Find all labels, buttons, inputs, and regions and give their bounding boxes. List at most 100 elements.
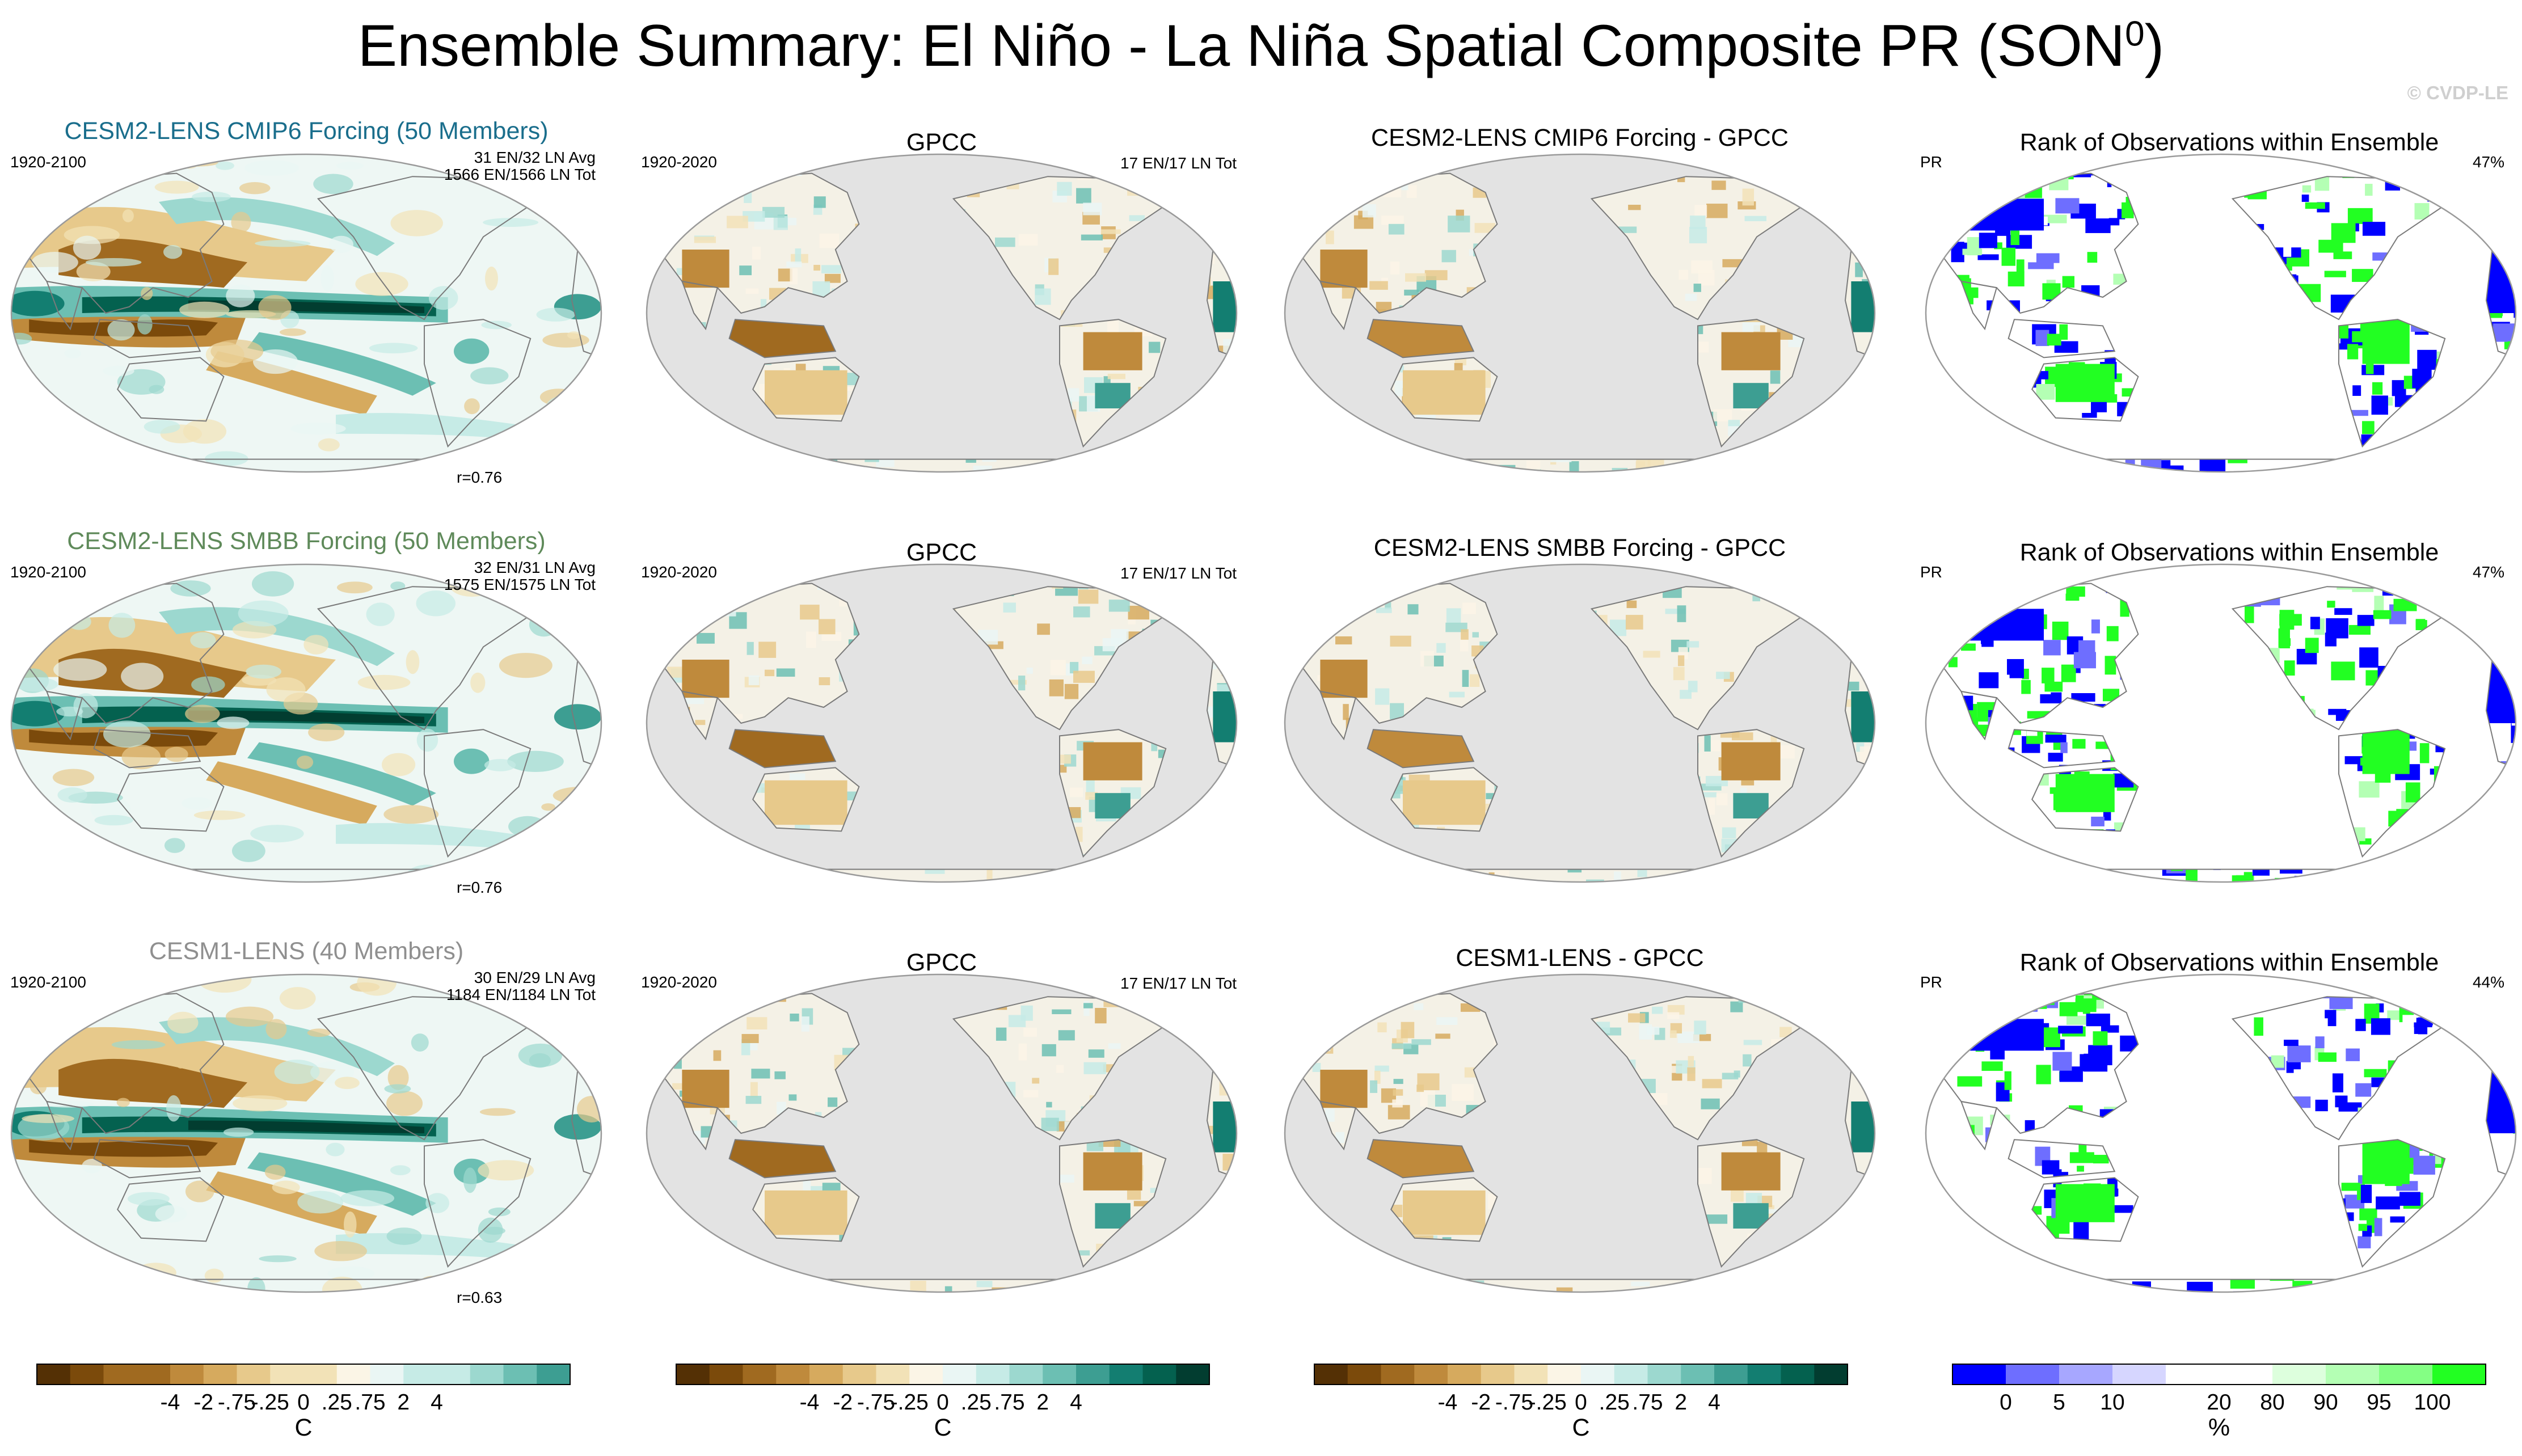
colorbar-diff-box [1681, 1364, 1715, 1385]
colorbar-obs-tick: -.25 [890, 1390, 929, 1415]
colorbar-rank-tick: 95 [2367, 1390, 2392, 1415]
colorbar-diff-box [1347, 1364, 1381, 1385]
rank-var-r2: PR [1920, 563, 1942, 581]
model-tot-counts-r1: 1566 EN/1566 LN Tot [444, 166, 596, 183]
colorbar-diff-box [1414, 1364, 1448, 1385]
colorbar-model-box [403, 1364, 437, 1385]
colorbar-obs-unit: C [934, 1414, 952, 1441]
map-panel-r3-c2 [647, 974, 1237, 1292]
colorbar-obs-box [776, 1364, 810, 1385]
colorbar-obs-box [709, 1364, 743, 1385]
colorbar-model [36, 1364, 571, 1385]
colorbar-rank-box [2272, 1364, 2326, 1385]
colorbar-model-box [537, 1364, 571, 1385]
colorbar-model-tick: .25 [321, 1390, 352, 1415]
colorbar-model-box [370, 1364, 404, 1385]
colorbar-model-box [303, 1364, 338, 1385]
colorbar-model-box [503, 1364, 537, 1385]
map-panel-r1-c4 [1926, 154, 2516, 472]
colorbar-obs-box [1109, 1364, 1143, 1385]
obs-title-r2: GPCC [906, 539, 977, 566]
colorbar-obs-tick: 0 [937, 1390, 949, 1415]
colorbar-diff [1314, 1364, 1848, 1385]
colorbar-diff-box [1514, 1364, 1548, 1385]
colorbar-diff-box [1781, 1364, 1815, 1385]
colorbar-diff-tick: -.25 [1528, 1390, 1567, 1415]
colorbar-obs-tick: 2 [1036, 1390, 1049, 1415]
colorbar-diff-box [1714, 1364, 1748, 1385]
colorbar-model-tick: 4 [431, 1390, 443, 1415]
colorbar-model-box [336, 1364, 370, 1385]
colorbar-diff-tick: -4 [1437, 1390, 1458, 1415]
colorbar-obs-tick: 4 [1070, 1390, 1082, 1415]
model-avg-counts-r2: 32 EN/31 LN Avg [474, 559, 596, 576]
rank-title-r3: Rank of Observations within Ensemble [2019, 949, 2439, 976]
colorbar-obs-box [842, 1364, 876, 1385]
colorbar-model-tick: 2 [397, 1390, 410, 1415]
colorbar-rank-unit: % [2208, 1414, 2230, 1441]
model-title-r2: CESM2-LENS SMBB Forcing (50 Members) [67, 527, 546, 555]
colorbar-obs-box [809, 1364, 844, 1385]
colorbar-obs-tick: .75 [994, 1390, 1025, 1415]
model-corr-r3: r=0.63 [457, 1289, 503, 1306]
copyright-label: © CVDP-LE [2407, 82, 2508, 103]
colorbar-diff-tick: .25 [1599, 1390, 1630, 1415]
obs-years-r1: 1920-2020 [641, 153, 717, 171]
obs-counts-r2: 17 EN/17 LN Tot [1120, 564, 1237, 582]
colorbar-model-tick: -.25 [251, 1390, 289, 1415]
map-panel-r1-c1 [11, 154, 601, 472]
diff-title-r2: CESM2-LENS SMBB Forcing - GPCC [1373, 534, 1786, 562]
obs-counts-r1: 17 EN/17 LN Tot [1120, 154, 1237, 172]
map-panel-r2-c1 [11, 564, 601, 882]
colorbar-diff-unit: C [1572, 1414, 1590, 1441]
colorbar-model-box [437, 1364, 471, 1385]
colorbar-model-unit: C [294, 1414, 313, 1441]
colorbar-diff-box [1547, 1364, 1581, 1385]
rank-var-r1: PR [1920, 153, 1942, 171]
map-panel-r2-c2 [647, 564, 1237, 882]
rank-var-r3: PR [1920, 973, 1942, 991]
map-panel-r2-c4 [1926, 564, 2516, 882]
colorbar-diff-box [1581, 1364, 1615, 1385]
colorbar-model-box [270, 1364, 304, 1385]
model-avg-counts-r1: 31 EN/32 LN Avg [474, 149, 596, 166]
colorbar-diff-box [1481, 1364, 1515, 1385]
colorbar-model-box [137, 1364, 171, 1385]
obs-years-r2: 1920-2020 [641, 563, 717, 581]
colorbar-rank-box [2059, 1364, 2113, 1385]
colorbar-rank-box [1952, 1364, 2006, 1385]
colorbar-obs-box [676, 1364, 710, 1385]
colorbar-diff-tick: 0 [1575, 1390, 1587, 1415]
colorbar-rank-box [2112, 1364, 2166, 1385]
model-corr-r2: r=0.76 [457, 879, 503, 896]
colorbar-model-box [70, 1364, 104, 1385]
colorbar-model-tick: -.75 [217, 1390, 256, 1415]
colorbar-obs-box [1043, 1364, 1077, 1385]
colorbar-diff-box [1647, 1364, 1681, 1385]
map-panel-r2-c3 [1285, 564, 1875, 882]
colorbar-diff-tick: 4 [1708, 1390, 1720, 1415]
colorbar-model-box [470, 1364, 504, 1385]
model-years-r1: 1920-2100 [10, 153, 86, 171]
rank-pct-r1: 47% [2472, 153, 2504, 171]
map-panel-r3-c1 [11, 974, 601, 1292]
model-tot-counts-r2: 1575 EN/1575 LN Tot [444, 576, 596, 593]
rank-title-r1: Rank of Observations within Ensemble [2019, 129, 2439, 156]
rank-title-r2: Rank of Observations within Ensemble [2019, 539, 2439, 566]
colorbar-diff-tick: -2 [1471, 1390, 1491, 1415]
colorbar-rank-tick: 10 [2100, 1390, 2125, 1415]
colorbar-rank-tick: 20 [2207, 1390, 2232, 1415]
colorbar-model-box [37, 1364, 71, 1385]
colorbar-obs-box [909, 1364, 943, 1385]
colorbar-diff-box [1814, 1364, 1848, 1385]
rank-pct-r3: 44% [2472, 973, 2504, 991]
model-years-r3: 1920-2100 [10, 973, 86, 991]
colorbar-rank-box [2379, 1364, 2433, 1385]
model-title-r1: CESM2-LENS CMIP6 Forcing (50 Members) [64, 117, 549, 145]
colorbar-obs-tick: -.75 [857, 1390, 896, 1415]
rank-pct-r2: 47% [2472, 563, 2504, 581]
colorbar-obs-tick: .25 [960, 1390, 992, 1415]
colorbar-model-box [203, 1364, 237, 1385]
colorbar-rank-tick: 80 [2260, 1390, 2285, 1415]
colorbar-obs-box [943, 1364, 977, 1385]
